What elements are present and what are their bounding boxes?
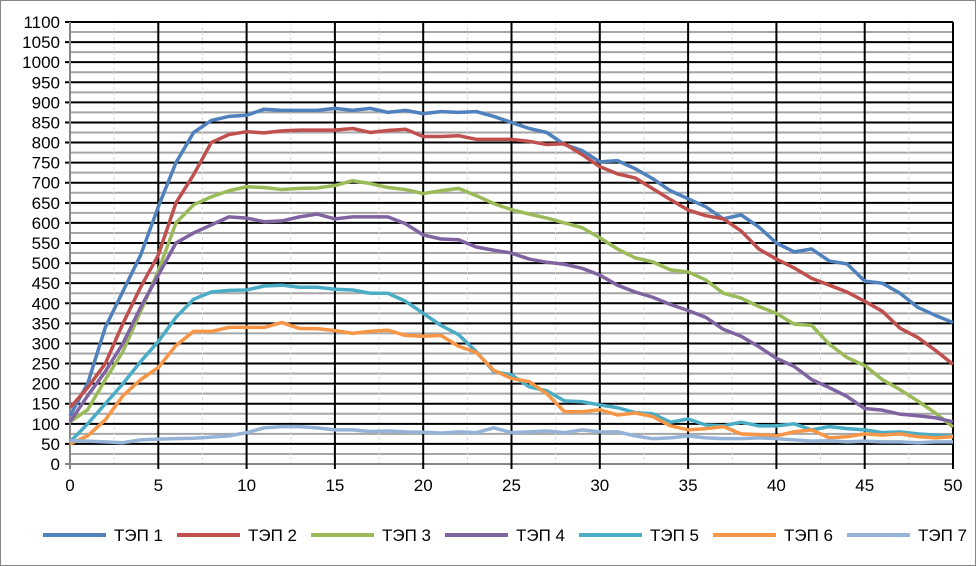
y-axis-ticks: 0501001502002503003504004505005506006507… bbox=[22, 13, 60, 474]
y-tick-label: 200 bbox=[32, 375, 60, 394]
y-tick-label: 700 bbox=[32, 174, 60, 193]
y-tick-label: 500 bbox=[32, 254, 60, 273]
x-tick-label: 15 bbox=[325, 476, 344, 495]
y-tick-label: 750 bbox=[32, 154, 60, 173]
y-tick-label: 800 bbox=[32, 134, 60, 153]
legend-label-2: ТЭП 2 bbox=[248, 526, 297, 545]
x-tick-label: 50 bbox=[944, 476, 963, 495]
y-tick-label: 150 bbox=[32, 395, 60, 414]
y-tick-label: 100 bbox=[32, 415, 60, 434]
x-tick-label: 10 bbox=[237, 476, 256, 495]
legend-label-4: ТЭП 4 bbox=[516, 526, 565, 545]
series-line-1 bbox=[68, 106, 954, 417]
y-tick-label: 850 bbox=[32, 113, 60, 132]
x-tick-label: 35 bbox=[679, 476, 698, 495]
x-tick-label: 45 bbox=[855, 476, 874, 495]
legend-label-3: ТЭП 3 bbox=[382, 526, 431, 545]
y-tick-label: 250 bbox=[32, 355, 60, 374]
series-line-7 bbox=[69, 424, 953, 445]
x-tick-label: 20 bbox=[414, 476, 433, 495]
y-tick-label: 550 bbox=[32, 234, 60, 253]
y-tick-label: 50 bbox=[41, 435, 60, 454]
y-tick-label: 300 bbox=[32, 334, 60, 353]
legend-label-1: ТЭП 1 bbox=[114, 526, 163, 545]
series-line-4 bbox=[68, 212, 954, 424]
y-tick-label: 900 bbox=[32, 93, 60, 112]
y-tick-label: 400 bbox=[32, 294, 60, 313]
y-tick-label: 0 bbox=[51, 455, 60, 474]
y-tick-label: 600 bbox=[32, 214, 60, 233]
y-tick-label: 1050 bbox=[22, 33, 60, 52]
legend-label-6: ТЭП 6 bbox=[784, 526, 833, 545]
y-tick-label: 450 bbox=[32, 274, 60, 293]
legend-label-7: ТЭП 7 bbox=[918, 526, 967, 545]
x-tick-label: 5 bbox=[154, 476, 163, 495]
x-tick-label: 30 bbox=[590, 476, 609, 495]
series-line-6 bbox=[69, 320, 954, 446]
y-tick-label: 350 bbox=[32, 314, 60, 333]
x-tick-label: 40 bbox=[767, 476, 786, 495]
y-tick-label: 950 bbox=[32, 73, 60, 92]
series-line-5 bbox=[68, 283, 954, 444]
x-tick-label: 25 bbox=[502, 476, 521, 495]
x-axis-ticks: 0 5 10 15 20 25 30 35 40 45 50 bbox=[65, 476, 962, 495]
legend-label-5: ТЭП 5 bbox=[650, 526, 699, 545]
series-lines bbox=[68, 106, 955, 446]
y-tick-label: 1100 bbox=[23, 13, 60, 32]
series-line-2 bbox=[68, 126, 955, 409]
grid bbox=[65, 21, 954, 469]
y-tick-label: 1000 bbox=[22, 53, 60, 72]
y-tick-label: 650 bbox=[32, 194, 60, 213]
x-tick-label: 0 bbox=[65, 476, 74, 495]
series-line-3 bbox=[69, 178, 955, 429]
legend: ТЭП 1 ТЭП 2 ТЭП 3 ТЭП 4 ТЭП 5 ТЭП 6 ТЭП 7 bbox=[43, 526, 967, 545]
